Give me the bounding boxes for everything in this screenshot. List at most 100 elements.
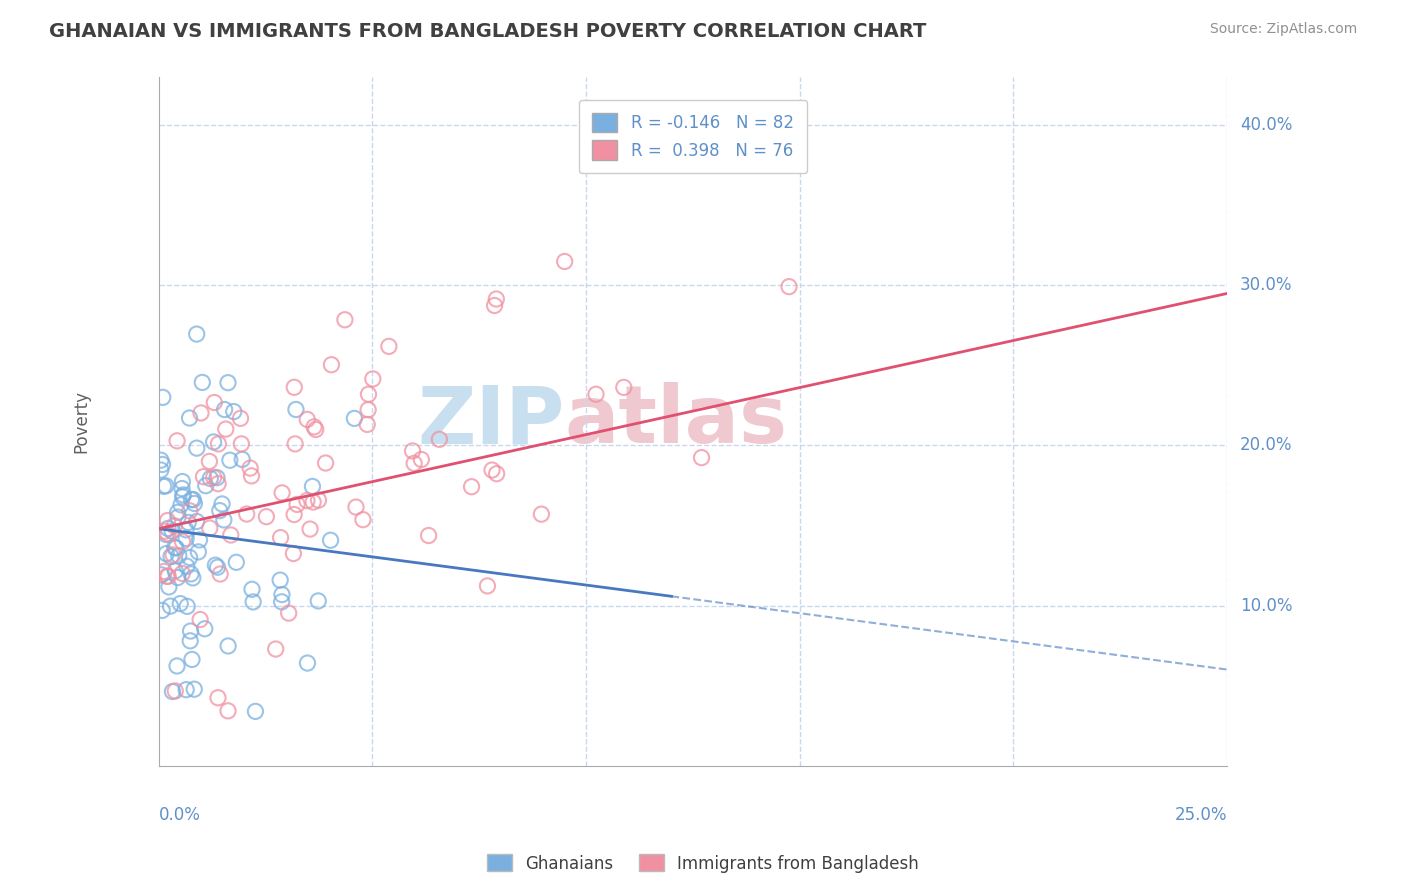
Point <box>460 480 482 494</box>
Point <box>315 456 337 470</box>
Point <box>174 523 197 537</box>
Point <box>283 508 305 522</box>
Point <box>283 547 305 561</box>
Point <box>172 488 194 502</box>
Point <box>177 516 200 530</box>
Point <box>157 569 180 583</box>
Point <box>240 469 263 483</box>
Point <box>485 292 508 306</box>
Point <box>215 422 238 436</box>
Point <box>270 531 292 545</box>
Point <box>186 327 208 342</box>
Point <box>554 254 576 268</box>
Point <box>165 564 187 578</box>
Point <box>429 432 451 446</box>
Point <box>162 684 184 698</box>
Point <box>183 682 205 697</box>
Point <box>477 579 499 593</box>
Text: 30.0%: 30.0% <box>1240 277 1292 294</box>
Point <box>172 566 194 581</box>
Point <box>191 376 214 390</box>
Point <box>299 522 322 536</box>
Point <box>217 639 239 653</box>
Point <box>285 497 308 511</box>
Point <box>193 469 215 483</box>
Point <box>181 571 204 585</box>
Text: 20.0%: 20.0% <box>1240 436 1292 455</box>
Point <box>179 411 201 425</box>
Text: ZIP: ZIP <box>418 383 565 460</box>
Point <box>176 599 198 614</box>
Point <box>225 555 247 569</box>
Point <box>295 493 318 508</box>
Point <box>179 633 201 648</box>
Text: Source: ZipAtlas.com: Source: ZipAtlas.com <box>1209 22 1357 37</box>
Point <box>613 380 636 394</box>
Point <box>176 559 198 574</box>
Point <box>404 456 426 470</box>
Point <box>217 704 239 718</box>
Text: Poverty: Poverty <box>73 390 91 453</box>
Point <box>585 387 607 401</box>
Point <box>166 505 188 519</box>
Point <box>166 434 188 448</box>
Point <box>190 406 212 420</box>
Point <box>418 528 440 542</box>
Point <box>218 453 240 467</box>
Point <box>202 434 225 449</box>
Point <box>180 624 202 638</box>
Point <box>270 595 292 609</box>
Point <box>222 404 245 418</box>
Point <box>156 514 179 528</box>
Point <box>157 580 180 594</box>
Point <box>150 603 173 617</box>
Point <box>411 452 433 467</box>
Point <box>271 588 294 602</box>
Point <box>352 513 374 527</box>
Point <box>183 496 205 510</box>
Point <box>172 490 194 504</box>
Point <box>202 470 225 484</box>
Point <box>245 705 267 719</box>
Point <box>180 492 202 507</box>
Text: 0.0%: 0.0% <box>159 805 201 823</box>
Point <box>219 528 242 542</box>
Point <box>152 390 174 404</box>
Point <box>204 558 226 573</box>
Point <box>162 548 184 562</box>
Point <box>169 597 191 611</box>
Point <box>202 395 225 409</box>
Point <box>240 582 263 597</box>
Point <box>302 495 325 509</box>
Point <box>194 622 217 636</box>
Point <box>160 549 183 564</box>
Point <box>264 642 287 657</box>
Point <box>155 479 177 493</box>
Point <box>166 659 188 673</box>
Point <box>170 482 193 496</box>
Point <box>198 454 221 468</box>
Point <box>149 453 172 467</box>
Point <box>153 565 176 579</box>
Point <box>209 567 232 582</box>
Point <box>297 656 319 670</box>
Point <box>172 475 194 489</box>
Point <box>357 387 380 401</box>
Point <box>229 411 252 425</box>
Point <box>778 279 800 293</box>
Point <box>305 422 328 436</box>
Point <box>231 437 253 451</box>
Point <box>378 339 401 353</box>
Point <box>153 524 176 539</box>
Point <box>188 613 211 627</box>
Point <box>297 412 319 426</box>
Point <box>205 470 228 484</box>
Point <box>212 513 235 527</box>
Point <box>180 566 202 581</box>
Point <box>211 497 233 511</box>
Text: atlas: atlas <box>565 383 787 460</box>
Point <box>156 569 179 583</box>
Point <box>165 541 187 555</box>
Point <box>239 461 262 475</box>
Point <box>172 534 194 549</box>
